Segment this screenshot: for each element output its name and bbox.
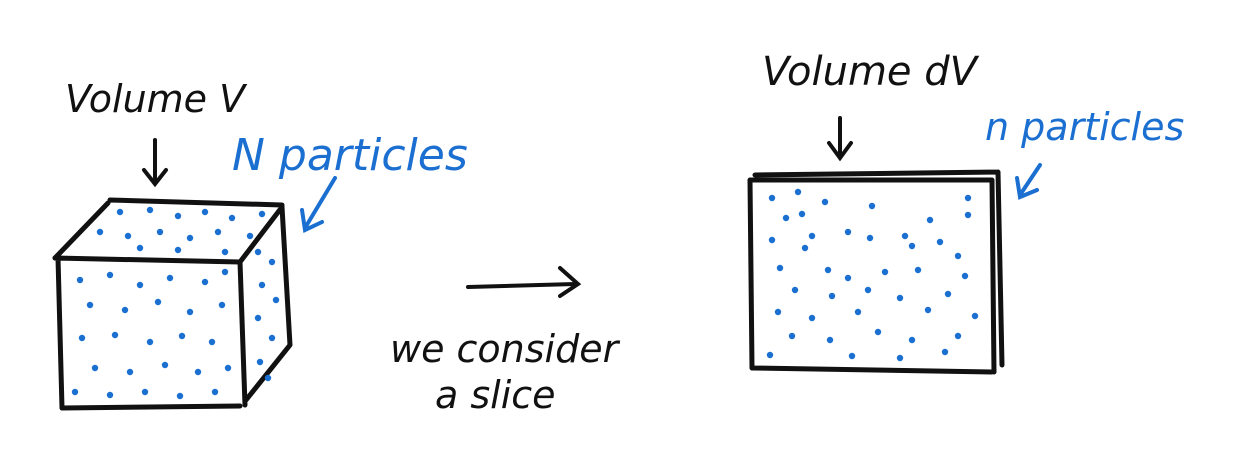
slice-front-face xyxy=(747,177,997,375)
volume-dv-label: Volume dV xyxy=(762,49,980,95)
slice-particles xyxy=(766,188,979,362)
transition-arrow xyxy=(466,266,582,298)
cube-right-face xyxy=(243,204,293,403)
transition-caption-line1: we consider xyxy=(390,327,621,371)
small-n-particles-arrow xyxy=(1015,163,1042,200)
volume-dv-arrow xyxy=(827,116,853,162)
cube xyxy=(52,197,293,411)
transition-caption-line2: a slice xyxy=(435,373,556,417)
cube-top-face xyxy=(52,197,285,265)
small-n-particles-label: n particles xyxy=(985,105,1184,149)
cube-front-face xyxy=(52,255,248,411)
slice-depth xyxy=(752,169,1005,368)
n-particles-label: N particles xyxy=(232,130,468,181)
slice xyxy=(747,169,1005,375)
n-particles-arrow xyxy=(300,176,337,233)
volume-v-label: Volume V xyxy=(65,77,248,121)
volume-v-arrow xyxy=(142,138,168,188)
cube-particles xyxy=(71,206,280,400)
